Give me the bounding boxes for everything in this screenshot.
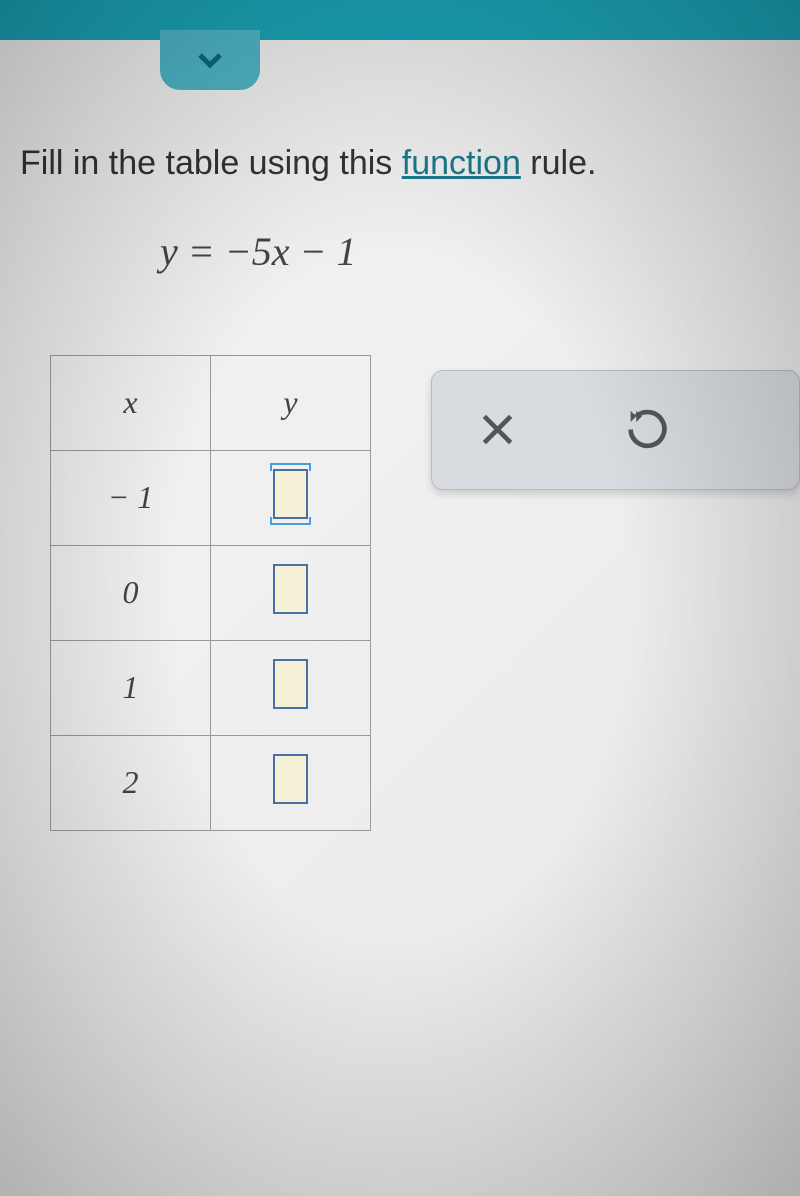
- y-cell-1: [211, 545, 371, 640]
- main-area: x y − 1 0 1 2: [20, 355, 780, 831]
- instruction-text: Fill in the table using this function ru…: [20, 140, 780, 188]
- table-row: − 1: [51, 450, 371, 545]
- y-input-1[interactable]: [273, 564, 308, 614]
- equation: y = −5x − 1: [160, 228, 780, 275]
- x-value-1: 0: [51, 545, 211, 640]
- function-link[interactable]: function: [402, 144, 521, 182]
- header-x: x: [51, 355, 211, 450]
- function-table: x y − 1 0 1 2: [50, 355, 371, 831]
- y-input-0[interactable]: [273, 469, 308, 519]
- close-icon: [475, 407, 520, 452]
- toolbar: [431, 370, 800, 490]
- dropdown-tab[interactable]: [160, 30, 260, 90]
- content-area: Fill in the table using this function ru…: [0, 40, 800, 851]
- undo-button[interactable]: [622, 405, 672, 455]
- table-row: 0: [51, 545, 371, 640]
- table-header-row: x y: [51, 355, 371, 450]
- x-value-0: − 1: [51, 450, 211, 545]
- x-value-2: 1: [51, 640, 211, 735]
- top-bar: [0, 0, 800, 40]
- chevron-down-icon: [190, 40, 230, 80]
- y-input-2[interactable]: [273, 659, 308, 709]
- header-y: y: [211, 355, 371, 450]
- instruction-suffix: rule.: [521, 144, 597, 182]
- table-row: 2: [51, 735, 371, 830]
- table-row: 1: [51, 640, 371, 735]
- y-cell-2: [211, 640, 371, 735]
- close-button[interactable]: [472, 405, 522, 455]
- undo-icon: [625, 407, 670, 452]
- y-input-3[interactable]: [273, 754, 308, 804]
- x-value-3: 2: [51, 735, 211, 830]
- y-cell-3: [211, 735, 371, 830]
- instruction-prefix: Fill in the table using this: [20, 144, 402, 182]
- y-cell-0: [211, 450, 371, 545]
